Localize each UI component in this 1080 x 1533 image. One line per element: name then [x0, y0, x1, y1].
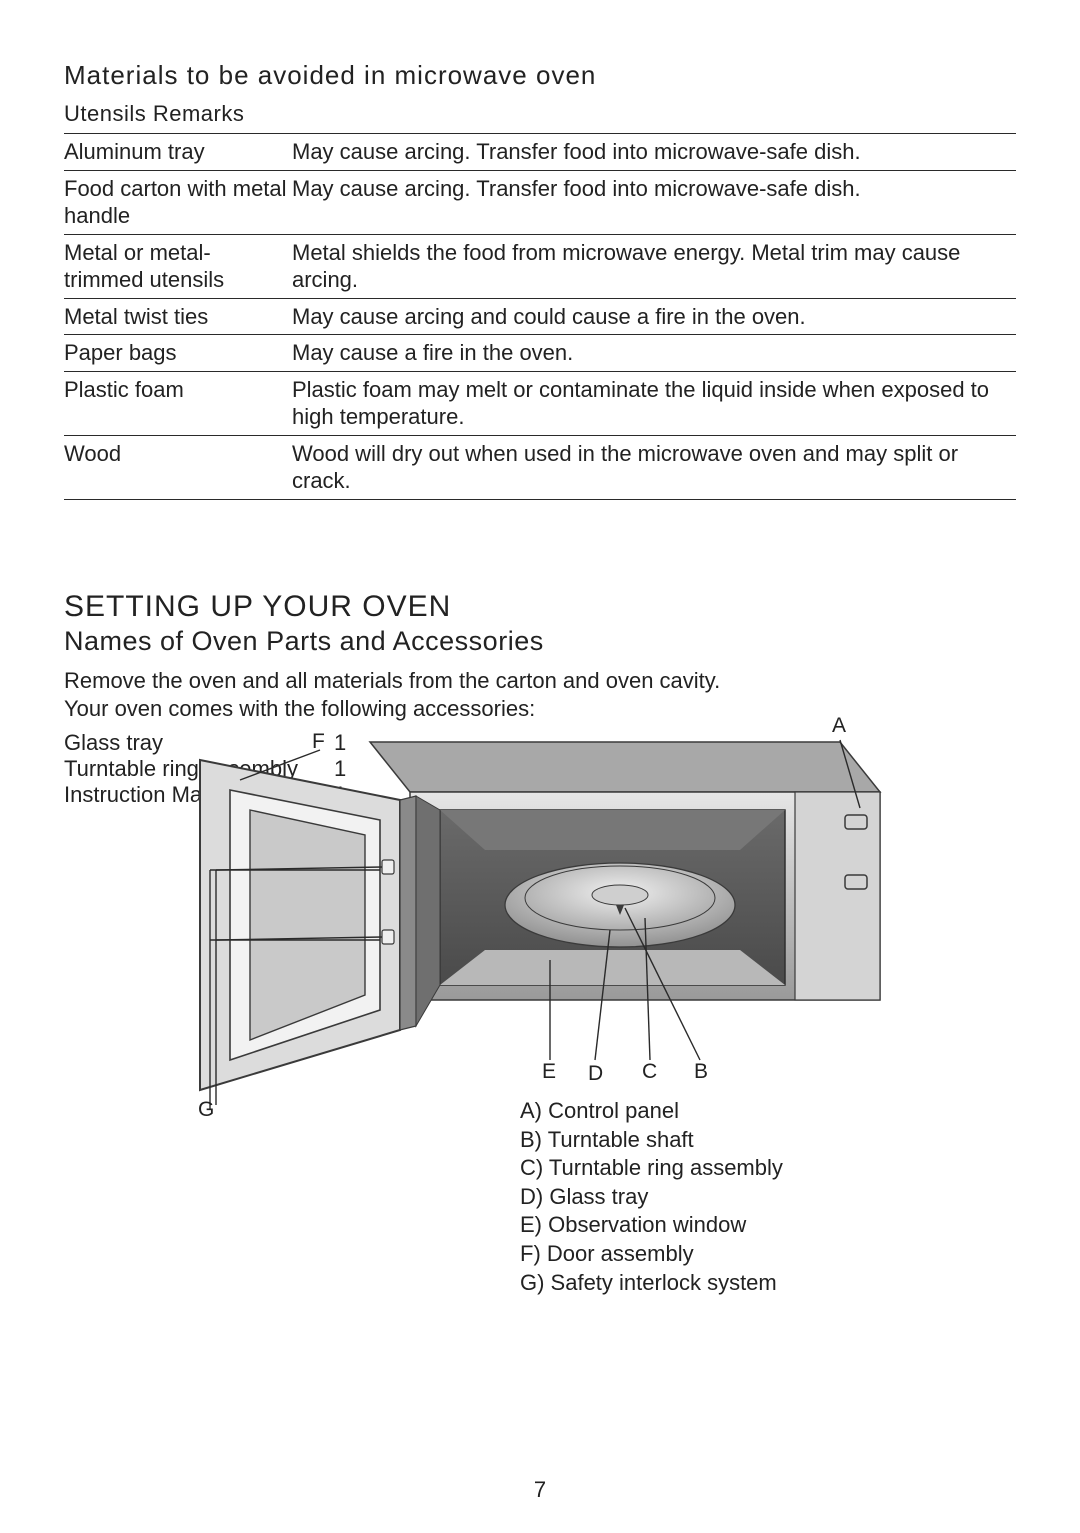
diagram-label-g: G	[198, 1098, 214, 1122]
diagram-label-f: F	[312, 730, 325, 754]
table-row: Food carton with metal handleMay cause a…	[64, 170, 1016, 234]
legend-item: E) Observation window	[520, 1211, 783, 1240]
table-row: Metal or metal-trimmed utensilsMetal shi…	[64, 234, 1016, 298]
remark-cell: May cause a fire in the oven.	[292, 335, 1016, 372]
table-row: Paper bagsMay cause a fire in the oven.	[64, 335, 1016, 372]
utensil-cell: Metal or metal-trimmed utensils	[64, 234, 292, 298]
remark-cell: Metal shields the food from microwave en…	[292, 234, 1016, 298]
legend-item: G) Safety interlock system	[520, 1269, 783, 1298]
remark-cell: May cause arcing. Transfer food into mic…	[292, 134, 1016, 171]
diagram-label-a: A	[832, 714, 846, 738]
table-columns-header: Utensils Remarks	[64, 101, 1016, 127]
utensil-cell: Wood	[64, 435, 292, 499]
materials-title: Materials to be avoided in microwave ove…	[64, 60, 1016, 91]
table-row: Metal twist tiesMay cause arcing and cou…	[64, 298, 1016, 335]
page-number: 7	[0, 1477, 1080, 1503]
remark-cell: May cause arcing. Transfer food into mic…	[292, 170, 1016, 234]
materials-table: Aluminum trayMay cause arcing. Transfer …	[64, 133, 1016, 500]
utensil-cell: Paper bags	[64, 335, 292, 372]
legend-item: D) Glass tray	[520, 1183, 783, 1212]
utensil-cell: Aluminum tray	[64, 134, 292, 171]
legend-item: F) Door assembly	[520, 1240, 783, 1269]
parts-legend: A) Control panel B) Turntable shaft C) T…	[520, 1097, 783, 1297]
remark-cell: May cause arcing and could cause a fire …	[292, 298, 1016, 335]
diagram-label-d: D	[588, 1062, 603, 1086]
utensil-cell: Food carton with metal handle	[64, 170, 292, 234]
remark-cell: Wood will dry out when used in the micro…	[292, 435, 1016, 499]
remark-cell: Plastic foam may melt or contaminate the…	[292, 371, 1016, 435]
intro-line-1: Remove the oven and all materials from t…	[64, 667, 1016, 696]
table-row: Aluminum trayMay cause arcing. Transfer …	[64, 134, 1016, 171]
table-row: WoodWood will dry out when used in the m…	[64, 435, 1016, 499]
legend-item: A) Control panel	[520, 1097, 783, 1126]
parts-subheading: Names of Oven Parts and Accessories	[64, 626, 1016, 657]
setup-heading: SETTING UP YOUR OVEN	[64, 590, 1016, 624]
table-row: Plastic foamPlastic foam may melt or con…	[64, 371, 1016, 435]
utensil-cell: Plastic foam	[64, 371, 292, 435]
diagram-label-b: B	[694, 1060, 708, 1084]
diagram-label-e: E	[542, 1060, 556, 1084]
oven-diagram: A F G E D C B	[140, 700, 960, 1120]
utensil-cell: Metal twist ties	[64, 298, 292, 335]
diagram-label-c: C	[642, 1060, 657, 1084]
legend-item: C) Turntable ring assembly	[520, 1154, 783, 1183]
legend-item: B) Turntable shaft	[520, 1126, 783, 1155]
